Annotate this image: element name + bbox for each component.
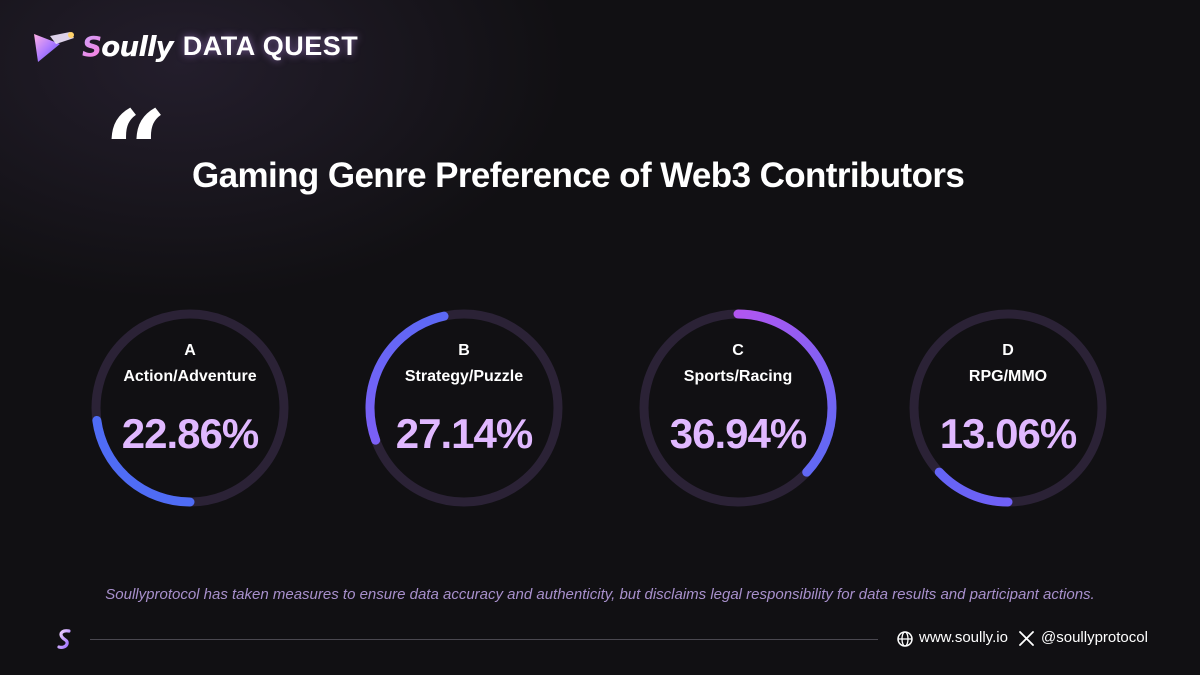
soully-logo-icon[interactable] [54,628,76,650]
header: Soully DATA QUEST [30,26,358,66]
ring-b-graphic [365,309,563,507]
ring-d-value: 13.06% [939,410,1077,457]
quote-mark: “ [104,86,168,215]
ring-a-letter: A [184,342,196,359]
brand-rest: oully [101,29,174,63]
brand-initial: S [82,29,102,63]
brand-name: Soully [82,29,174,63]
ring-d-letter: D [1002,342,1014,359]
ring-a-graphic [91,309,289,507]
ring-a: A Action/Adventure 22.86% [88,306,292,510]
social-handle-link[interactable]: @soullyprotocol [1041,629,1148,646]
ring-a-value: 22.86% [121,410,259,457]
globe-icon [897,631,913,647]
ring-d-label: RPG/MMO [968,368,1048,385]
ring-b-value: 27.14% [395,410,533,457]
ring-c-letter: C [732,342,744,359]
soully-play-logo-icon [34,32,74,62]
ring-c: C Sports/Racing 36.94% [636,306,840,510]
ring-b-label: Strategy/Puzzle [404,368,524,385]
ring-value-arc-c [639,309,837,507]
ring-value-arc-a [91,309,289,507]
ring-c-value: 36.94% [669,410,807,457]
ring-b: B Strategy/Puzzle 27.14% [362,306,566,510]
ring-value-arc-d [909,309,1107,507]
header-subtitle: DATA QUEST [182,30,359,61]
ring-d: D RPG/MMO 13.06% [906,306,1110,510]
disclaimer-text: Soullyprotocol has taken measures to ens… [105,586,1095,603]
ring-value-arc-b [365,309,563,507]
footer-divider [90,639,878,640]
ring-d-graphic [909,309,1107,507]
website-link[interactable]: www.soully.io [919,629,1008,646]
ring-c-label: Sports/Racing [683,368,793,385]
ring-b-letter: B [458,342,470,359]
ring-c-graphic [639,309,837,507]
ring-a-label: Action/Adventure [123,368,257,385]
x-icon [1019,631,1034,646]
chart-title: Gaming Genre Preference of Web3 Contribu… [192,156,965,195]
